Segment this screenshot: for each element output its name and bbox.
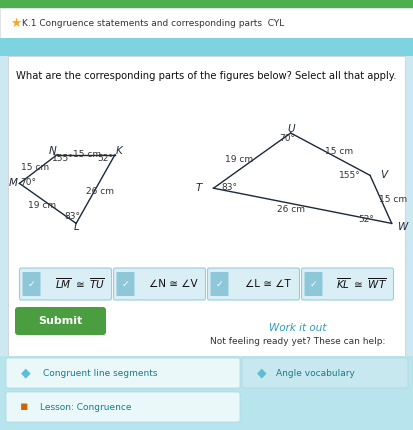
FancyBboxPatch shape: [6, 392, 240, 422]
Text: U: U: [287, 124, 294, 134]
Text: V: V: [380, 170, 387, 181]
Text: 70°: 70°: [280, 134, 295, 143]
Text: 83°: 83°: [64, 212, 80, 221]
Text: Congruent line segments: Congruent line segments: [43, 369, 157, 378]
FancyBboxPatch shape: [211, 272, 228, 296]
Text: ★: ★: [10, 16, 21, 30]
FancyBboxPatch shape: [116, 272, 135, 296]
FancyBboxPatch shape: [114, 268, 206, 300]
Text: W: W: [399, 222, 409, 232]
FancyBboxPatch shape: [19, 268, 112, 300]
FancyBboxPatch shape: [0, 356, 413, 430]
FancyBboxPatch shape: [242, 358, 408, 388]
Text: M: M: [9, 178, 18, 188]
Text: 155°: 155°: [339, 172, 361, 180]
Text: ✓: ✓: [122, 280, 129, 289]
Text: L: L: [73, 222, 79, 232]
Text: 83°: 83°: [222, 183, 238, 192]
FancyBboxPatch shape: [207, 268, 299, 300]
Text: 19 cm: 19 cm: [28, 201, 57, 210]
Text: ◆: ◆: [257, 366, 267, 380]
Text: ∠L ≅ ∠T: ∠L ≅ ∠T: [244, 279, 290, 289]
Text: 15 cm: 15 cm: [73, 150, 101, 159]
Text: 15 cm: 15 cm: [379, 195, 407, 204]
Text: 19 cm: 19 cm: [225, 155, 253, 164]
FancyBboxPatch shape: [0, 38, 413, 56]
FancyBboxPatch shape: [0, 8, 413, 38]
FancyBboxPatch shape: [6, 358, 240, 388]
Text: 15 cm: 15 cm: [325, 147, 354, 156]
Text: Not feeling ready yet? These can help:: Not feeling ready yet? These can help:: [210, 338, 385, 347]
Text: ✓: ✓: [216, 280, 223, 289]
Text: ✓: ✓: [310, 280, 317, 289]
Text: 26 cm: 26 cm: [277, 205, 305, 214]
FancyBboxPatch shape: [15, 307, 106, 335]
Text: Work it out: Work it out: [268, 323, 326, 333]
Text: 155°: 155°: [52, 154, 74, 163]
Text: 70°: 70°: [21, 178, 36, 187]
Text: Angle vocabulary: Angle vocabulary: [276, 369, 355, 378]
FancyBboxPatch shape: [22, 272, 40, 296]
Text: K.1 Congruence statements and corresponding parts  CYL: K.1 Congruence statements and correspond…: [22, 18, 284, 28]
Text: Lesson: Congruence: Lesson: Congruence: [40, 402, 131, 412]
Text: ✓: ✓: [28, 280, 35, 289]
Text: 52°: 52°: [358, 215, 374, 224]
FancyBboxPatch shape: [0, 0, 413, 8]
FancyBboxPatch shape: [301, 268, 394, 300]
Text: ∠N ≅ ∠V: ∠N ≅ ∠V: [149, 279, 198, 289]
Text: N: N: [49, 146, 57, 156]
Text: ◆: ◆: [21, 366, 31, 380]
Text: 15 cm: 15 cm: [21, 163, 49, 172]
Text: 52°: 52°: [97, 154, 114, 163]
Text: What are the corresponding parts of the figures below? Select all that apply.: What are the corresponding parts of the …: [16, 71, 397, 81]
Text: T: T: [195, 183, 202, 193]
Text: ▪: ▪: [20, 400, 28, 414]
Text: Submit: Submit: [38, 316, 83, 326]
Text: K: K: [115, 146, 122, 156]
FancyBboxPatch shape: [8, 56, 405, 426]
Text: 26 cm: 26 cm: [86, 187, 114, 196]
FancyBboxPatch shape: [304, 272, 323, 296]
Text: $\overline{KL}$ $\cong$ $\overline{WT}$: $\overline{KL}$ $\cong$ $\overline{WT}$: [336, 276, 387, 292]
Text: $\overline{LM}$ $\cong$ $\overline{TU}$: $\overline{LM}$ $\cong$ $\overline{TU}$: [55, 276, 104, 292]
